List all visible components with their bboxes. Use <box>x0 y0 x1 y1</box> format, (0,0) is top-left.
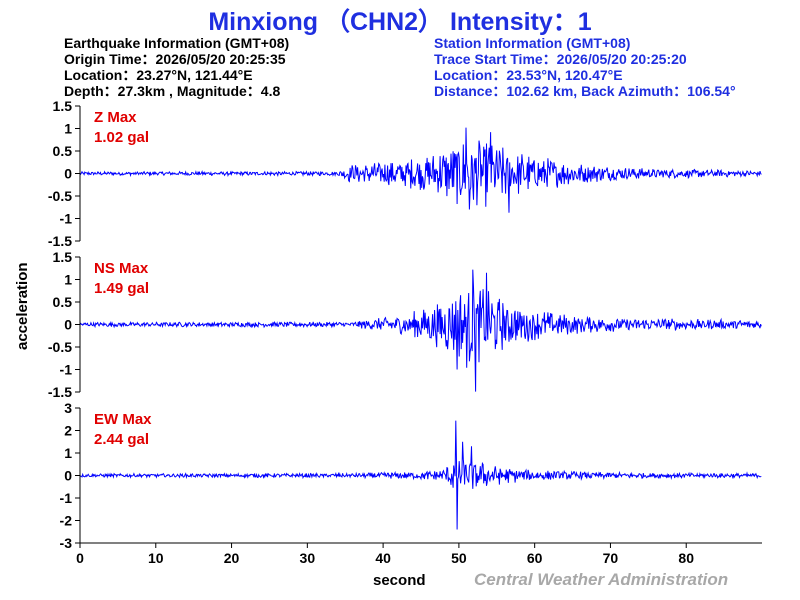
y-tick-label: -1.5 <box>48 384 72 400</box>
x-tick-label: 0 <box>76 550 84 566</box>
y-tick-label: 0 <box>64 468 72 484</box>
earthquake-info: Earthquake Information (GMT+08) Origin T… <box>64 35 289 99</box>
trace-start-time: Trace Start Time：2026/05/20 20:25:20 <box>434 51 687 67</box>
component-max-label: Z Max <box>94 109 137 126</box>
y-tick-label: -1 <box>60 211 73 227</box>
earthquake-info-heading: Earthquake Information (GMT+08) <box>64 35 290 51</box>
x-tick-label: 30 <box>300 550 316 566</box>
y-tick-label: 1 <box>64 445 72 461</box>
component-max-value: 1.49 gal <box>94 280 149 297</box>
y-tick-label: 0 <box>64 317 72 333</box>
waveform-trace <box>79 127 762 213</box>
chart-title: Minxiong （CHN2） Intensity：1 <box>208 8 592 36</box>
y-tick-label: -0.5 <box>48 339 72 355</box>
component-max-label: EW Max <box>94 411 152 428</box>
distance-azimuth: Distance：102.62 km, Back Azimuth：106.54° <box>434 83 736 99</box>
y-tick-label: -1.5 <box>48 233 72 249</box>
y-axis-label: acceleration <box>14 262 31 350</box>
x-tick-label: 20 <box>224 550 240 566</box>
x-tick-label: 10 <box>148 550 164 566</box>
depth-magnitude: Depth：27.3km , Magnitude：4.8 <box>64 83 281 99</box>
y-tick-label: -3 <box>60 535 73 551</box>
y-tick-label: -0.5 <box>48 188 72 204</box>
origin-time: Origin Time：2026/05/20 20:25:35 <box>64 51 286 67</box>
y-tick-label: 0 <box>64 166 72 182</box>
y-tick-label: 3 <box>64 400 72 416</box>
y-tick-label: 1.5 <box>53 249 73 265</box>
y-tick-label: 1 <box>64 121 72 137</box>
station-info: Station Information (GMT+08) Trace Start… <box>434 35 736 99</box>
station-info-heading: Station Information (GMT+08) <box>434 35 631 51</box>
waveform-trace <box>79 420 762 530</box>
x-tick-label: 60 <box>527 550 543 566</box>
x-tick-label: 50 <box>451 550 467 566</box>
waveform-trace <box>79 269 762 392</box>
x-tick-label: 40 <box>375 550 391 566</box>
x-tick-label: 70 <box>603 550 619 566</box>
panel-z: 1.5 1 0.5 0 -0.5 -1 -1.5 Z Max 1.02 gal <box>48 98 762 249</box>
panel-ew: 3 2 1 0 -1 -2 -3 EW Max 2.44 gal <box>60 400 762 551</box>
epicenter-location: Location：23.27°N, 121.44°E <box>64 67 253 83</box>
component-max-value: 1.02 gal <box>94 129 149 146</box>
station-location: Location：23.53°N, 120.47°E <box>434 67 623 83</box>
component-max-label: NS Max <box>94 260 149 277</box>
panel-ns: 1.5 1 0.5 0 -0.5 -1 -1.5 NS Max 1.49 gal <box>48 249 762 400</box>
y-tick-label: 1 <box>64 272 72 288</box>
component-max-value: 2.44 gal <box>94 431 149 448</box>
y-tick-label: 1.5 <box>53 98 73 114</box>
y-tick-label: 0.5 <box>53 294 73 310</box>
y-tick-label: 2 <box>64 423 72 439</box>
y-tick-label: -2 <box>60 513 73 529</box>
x-tick-label: 80 <box>678 550 694 566</box>
y-tick-label: -1 <box>60 490 73 506</box>
credit-text: Central Weather Administration <box>474 570 729 589</box>
x-axis-label: second <box>373 572 426 589</box>
y-tick-label: -1 <box>60 362 73 378</box>
y-tick-label: 0.5 <box>53 143 73 159</box>
